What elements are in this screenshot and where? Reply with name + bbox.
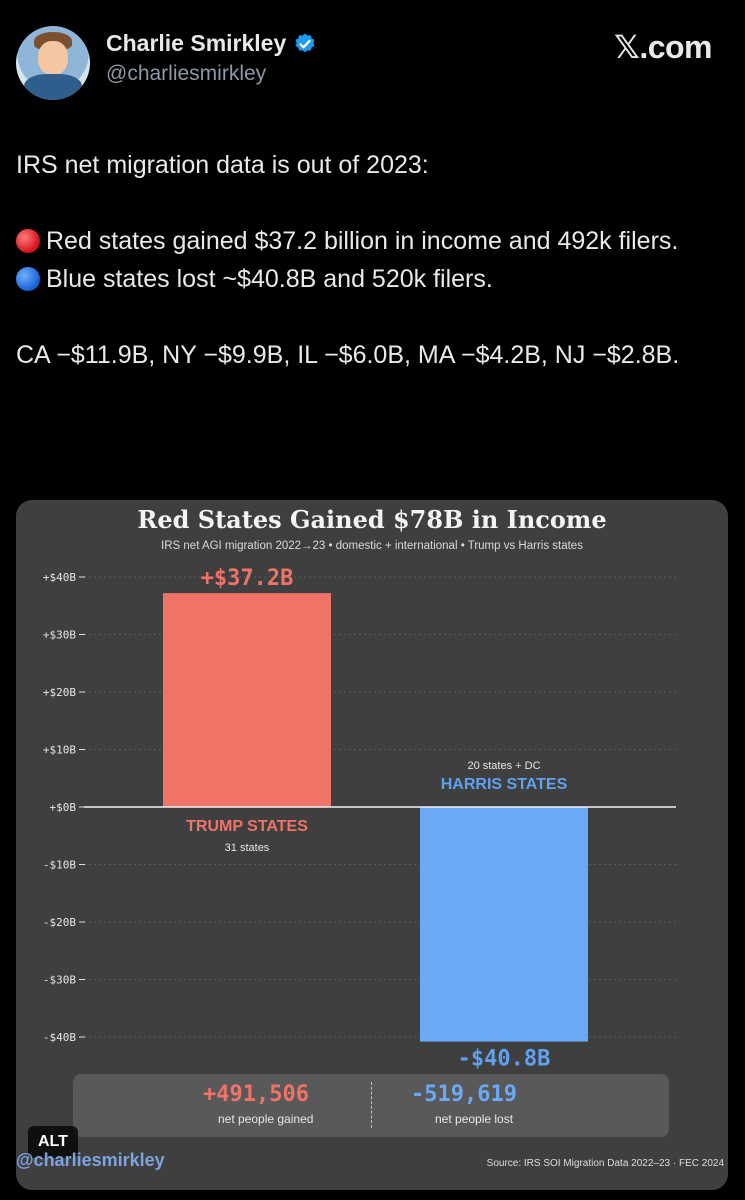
chart-source: Source: IRS SOI Migration Data 2022–23 ·… [486,1158,724,1169]
cartoon-avatar-icon[interactable] [16,26,90,100]
y-tick-label: -$40B [43,1031,76,1044]
category-label: HARRIS STATES [441,776,568,793]
net-people-lost-value: -519,619 [411,1082,517,1107]
bar [420,807,588,1042]
category-label: TRUMP STATES [186,818,308,835]
y-tick-label: -$10B [43,859,76,872]
bar [163,593,331,807]
tweet-line-intro: IRS net migration data is out of 2023: [16,151,429,179]
y-tick-label: +$30B [43,629,76,642]
y-tick-label: +$20B [43,686,76,699]
tweet-line-blue: Blue states lost ~$40.8B and 520k filers… [16,260,728,298]
category-sublabel: 31 states [225,842,270,854]
tweet-text: IRS net migration data is out of 2023: R… [16,146,728,374]
y-tick-label: -$30B [43,974,76,987]
category-sublabel: 20 states + DC [467,760,540,772]
red-circle-icon [16,229,40,253]
tweet-line-red: Red states gained $37.2 billion in incom… [16,222,728,260]
chart-image-card[interactable]: Red States Gained $78B in Income IRS net… [16,500,728,1190]
blue-circle-icon [16,267,40,291]
x-com-label[interactable]: 𝕏.com [614,29,712,65]
net-people-gained-value: +491,506 [203,1082,309,1107]
author-row: Charlie Smirkley [106,30,317,57]
stats-divider [371,1082,372,1128]
y-tick-label: -$20B [43,916,76,929]
chart-subtitle: IRS net AGI migration 2022→23 • domestic… [161,540,583,552]
bar-value-label: +$37.2B [201,566,294,591]
watermark-handle: @charliesmirkley [16,1150,165,1170]
bar-chart: +$40B +$30B +$20B +$10B +$0B -$10B -$20B -$30B -… [43,566,676,1072]
net-people-gained-label: net people gained [218,1112,314,1126]
alt-text-button[interactable]: ALT [28,1126,78,1158]
verified-badge-icon [295,33,315,52]
net-people-lost-label: net people lost [435,1112,514,1126]
tweet-line-states: CA −$11.9B, NY −$9.9B, IL −$6.0B, MA −$4… [16,341,680,369]
y-tick-label: +$10B [43,744,76,757]
net-people-panel: +491,506 net people gained -519,619 net … [73,1074,669,1137]
bar-value-label: -$40.8B [458,1047,551,1072]
y-tick-label: +$0B [50,801,77,814]
author-handle[interactable]: @charliesmirkley [106,62,267,85]
y-tick-label: +$40B [43,571,76,584]
chart-title: Red States Gained $78B in Income [137,505,607,534]
author-name[interactable]: Charlie Smirkley [106,30,287,56]
